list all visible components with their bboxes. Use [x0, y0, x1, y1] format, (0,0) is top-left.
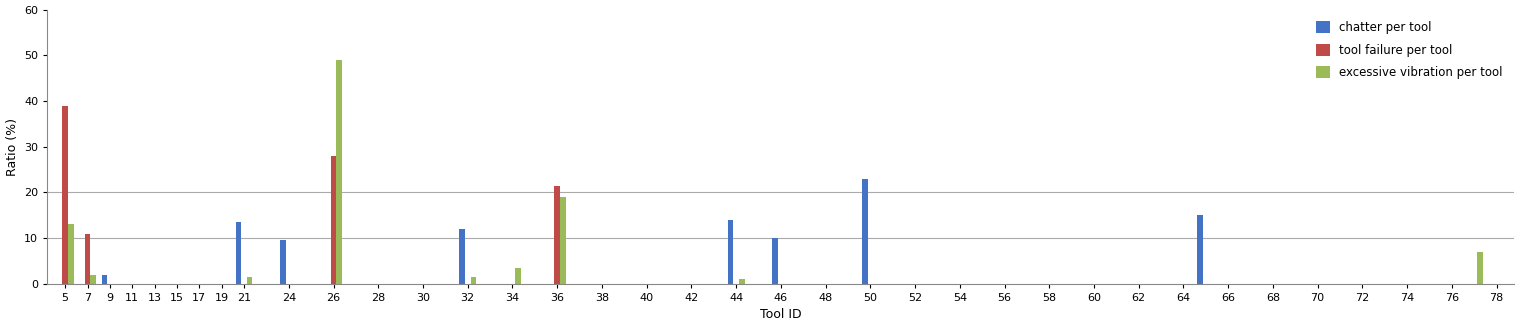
Bar [68, 224, 73, 284]
Bar [90, 275, 96, 284]
Bar [739, 279, 745, 284]
Bar [85, 233, 90, 284]
Bar [862, 179, 868, 284]
Bar [772, 238, 778, 284]
Bar [459, 229, 465, 284]
Bar [331, 156, 336, 284]
Bar [280, 240, 286, 284]
Bar [1477, 252, 1482, 284]
Bar [728, 220, 733, 284]
Bar [102, 275, 106, 284]
Legend: chatter per tool, tool failure per tool, excessive vibration per tool: chatter per tool, tool failure per tool,… [1310, 15, 1508, 85]
Bar [246, 277, 252, 284]
Y-axis label: Ratio (%): Ratio (%) [6, 118, 18, 176]
Bar [336, 60, 342, 284]
Bar [555, 185, 559, 284]
Bar [559, 197, 565, 284]
X-axis label: Tool ID: Tool ID [760, 308, 801, 321]
Bar [62, 106, 68, 284]
Bar [515, 268, 521, 284]
Bar [236, 222, 242, 284]
Bar [471, 277, 476, 284]
Bar [1198, 215, 1202, 284]
